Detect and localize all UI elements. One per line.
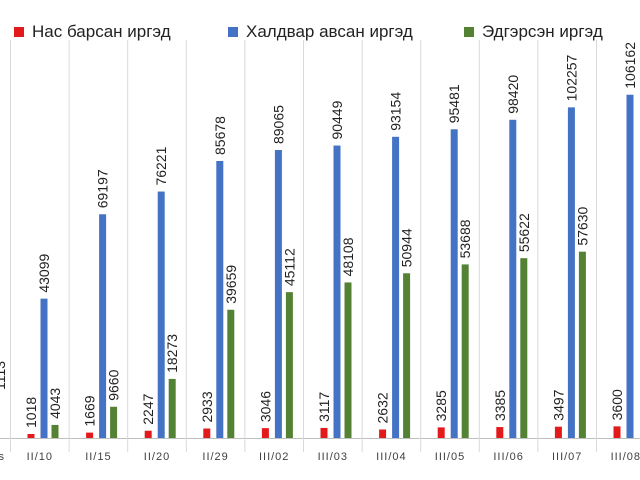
legend: Нас барсан иргэд Халдвар авсан иргэд Эдг… bbox=[0, 22, 640, 46]
legend-item-infected: Халдвар авсан иргэд bbox=[228, 22, 413, 42]
bar-recovered bbox=[461, 264, 469, 438]
x-tick-label: III/03 bbox=[318, 451, 348, 463]
data-label-recovered: 55622 bbox=[516, 213, 532, 252]
bar-recovered bbox=[520, 258, 528, 438]
data-label-recovered: 53688 bbox=[457, 219, 473, 258]
data-label-deaths: 2632 bbox=[375, 392, 391, 423]
bar-infected bbox=[626, 94, 634, 439]
legend-swatch-deaths bbox=[14, 27, 24, 37]
data-label-infected: 98420 bbox=[505, 75, 521, 114]
bar-recovered bbox=[285, 292, 293, 438]
legend-label-recovered: Эдгэрсэн иргэд bbox=[482, 22, 603, 41]
bar-deaths bbox=[203, 428, 211, 438]
data-label-infected: 89065 bbox=[270, 105, 286, 144]
data-label-deaths: 3385 bbox=[492, 390, 508, 421]
x-tick-label: II/29 bbox=[202, 451, 228, 463]
bar-infected bbox=[40, 298, 48, 438]
legend-item-deaths: Нас барсан иргэд bbox=[14, 22, 171, 42]
data-label-deaths: 1669 bbox=[82, 395, 98, 426]
bar-deaths bbox=[379, 429, 387, 438]
data-label-recovered: 39659 bbox=[223, 265, 239, 304]
data-label-deaths: 3117 bbox=[316, 392, 332, 422]
bar-infected bbox=[216, 160, 224, 438]
bar-infected bbox=[333, 145, 341, 439]
data-label-infected: 43099 bbox=[36, 254, 52, 293]
bar-deaths bbox=[613, 426, 621, 438]
x-tick-label-clipped: s bbox=[0, 451, 5, 463]
legend-label-infected: Халдвар авсан иргэд bbox=[246, 22, 413, 41]
legend-swatch-recovered bbox=[464, 27, 474, 37]
bar-infected bbox=[392, 136, 400, 438]
x-tick-label: III/07 bbox=[552, 451, 582, 463]
data-label-recovered: 9660 bbox=[106, 369, 122, 400]
data-label-deaths: 3600 bbox=[609, 389, 625, 420]
x-tick-label: III/04 bbox=[376, 451, 406, 463]
bar-infected bbox=[274, 150, 282, 438]
data-label-clipped: 1113 bbox=[0, 361, 8, 390]
bar-recovered bbox=[403, 273, 411, 438]
data-label-deaths: 3497 bbox=[550, 389, 566, 420]
bar-deaths bbox=[86, 432, 94, 438]
bar-recovered bbox=[578, 251, 586, 438]
bar-deaths bbox=[320, 427, 328, 438]
data-label-deaths: 2933 bbox=[199, 391, 215, 422]
x-tick-label: II/20 bbox=[144, 451, 170, 463]
bar-recovered bbox=[110, 406, 118, 438]
data-label-infected: 90449 bbox=[329, 100, 345, 139]
data-label-deaths: 3285 bbox=[433, 390, 449, 421]
data-label-infected: 95481 bbox=[446, 84, 462, 123]
data-label-deaths: 1018 bbox=[23, 397, 39, 428]
bar-deaths bbox=[27, 434, 35, 438]
bar-infected bbox=[567, 107, 575, 439]
bar-infected bbox=[509, 119, 517, 438]
legend-swatch-infected bbox=[228, 27, 238, 37]
data-label-recovered: 50944 bbox=[399, 228, 415, 267]
data-label-recovered: 4043 bbox=[47, 388, 63, 419]
legend-label-deaths: Нас барсан иргэд bbox=[32, 22, 171, 41]
data-label-recovered: 57630 bbox=[574, 207, 590, 246]
data-label-infected: 76221 bbox=[153, 146, 169, 185]
data-label-recovered: 48108 bbox=[340, 237, 356, 276]
data-label-recovered: 45112 bbox=[281, 248, 297, 286]
data-label-infected: 85678 bbox=[212, 116, 228, 155]
legend-item-recovered: Эдгэрсэн иргэд bbox=[464, 22, 603, 42]
bar-infected bbox=[157, 191, 165, 438]
bar-recovered bbox=[227, 309, 235, 438]
data-label-infected: 102257 bbox=[563, 54, 579, 101]
bar-deaths bbox=[554, 426, 562, 438]
x-tick-label: III/02 bbox=[259, 451, 289, 463]
data-label-infected: 93154 bbox=[388, 92, 404, 131]
x-tick-label: III/05 bbox=[435, 451, 465, 463]
data-label-deaths: 3046 bbox=[257, 391, 273, 422]
bar-deaths bbox=[496, 427, 504, 438]
data-label-recovered: 18273 bbox=[164, 334, 180, 373]
x-tick-label: III/08 bbox=[611, 451, 640, 463]
bar-recovered bbox=[344, 282, 352, 438]
bar-deaths bbox=[261, 428, 269, 438]
bar-recovered bbox=[168, 378, 176, 438]
data-label-infected: 69197 bbox=[95, 169, 111, 208]
bar-infected bbox=[450, 129, 458, 438]
data-label-deaths: 2247 bbox=[140, 393, 156, 424]
bar-deaths bbox=[144, 430, 152, 438]
data-label-infected: 106162 bbox=[622, 42, 638, 89]
x-tick-label: III/06 bbox=[493, 451, 523, 463]
bar-deaths bbox=[437, 427, 445, 438]
bar-recovered bbox=[51, 424, 59, 438]
x-tick-label: II/10 bbox=[27, 451, 53, 463]
x-tick-label: II/15 bbox=[85, 451, 111, 463]
bar-infected bbox=[99, 214, 107, 438]
